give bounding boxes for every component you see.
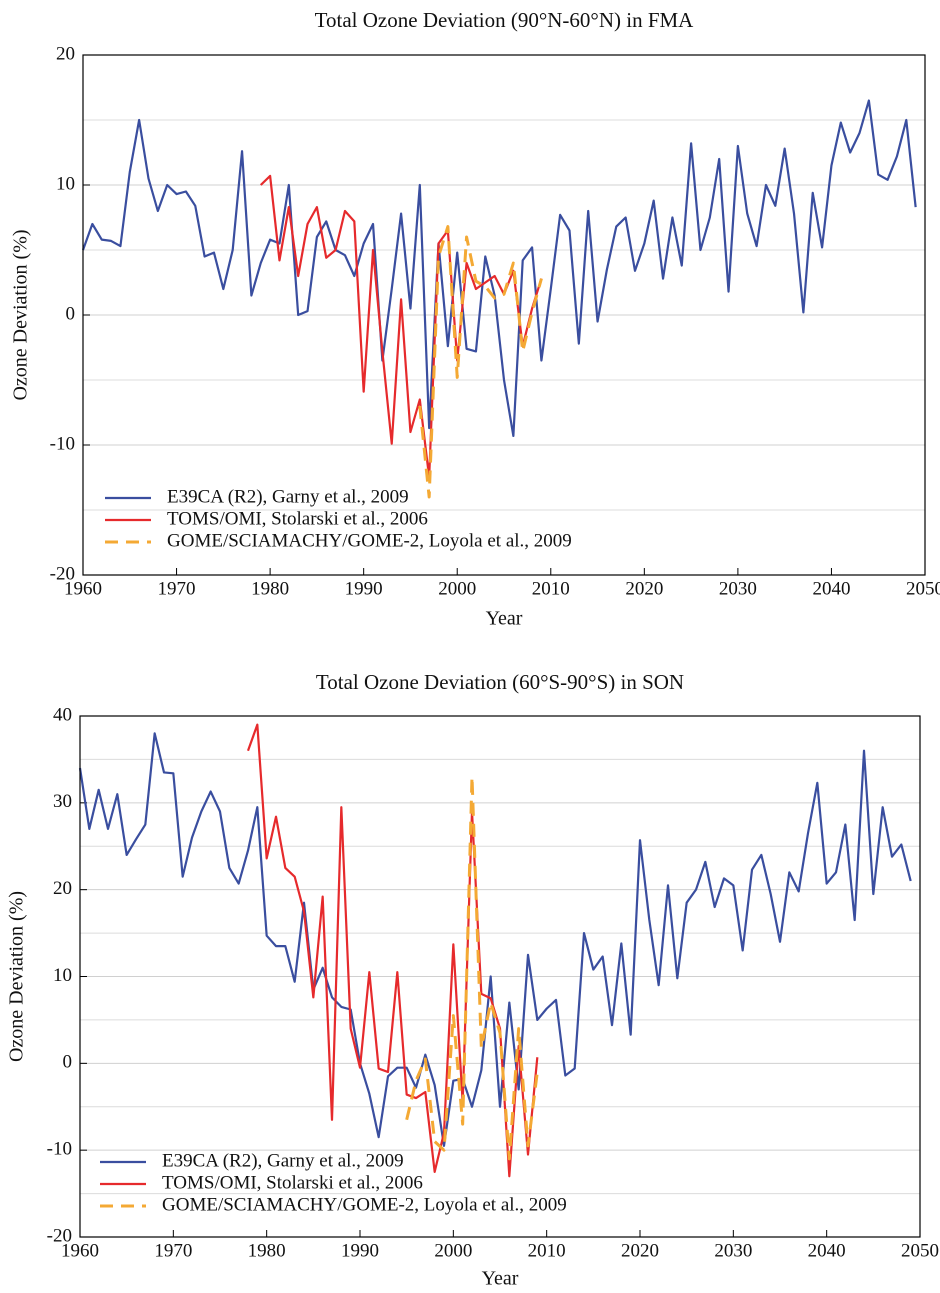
legend-label: TOMS/OMI, Stolarski et al., 2006	[162, 1172, 423, 1193]
x-tick-label: 2030	[719, 578, 757, 599]
x-tick-label: 2020	[621, 1240, 659, 1261]
y-tick-label: 20	[56, 43, 75, 64]
x-tick-label: 2030	[714, 1240, 752, 1261]
x-tick-label: 1990	[345, 578, 383, 599]
x-tick-label: 1980	[248, 1240, 286, 1261]
x-tick-label: 2040	[808, 1240, 846, 1261]
x-tick-label: 2000	[438, 578, 476, 599]
x-tick-label: 2050	[906, 578, 940, 599]
y-tick-label: 0	[66, 303, 76, 324]
y-axis-label: Ozone Deviation (%)	[10, 229, 32, 400]
y-tick-label: 10	[53, 965, 72, 986]
x-tick-label: 1970	[154, 1240, 192, 1261]
chart-title: Total Ozone Deviation (60°S-90°S) in SON	[316, 670, 684, 694]
x-tick-label: 2010	[532, 578, 570, 599]
series-line	[78, 732, 912, 1147]
y-tick-label: -10	[47, 1139, 72, 1160]
chart-title: Total Ozone Deviation (90°N-60°N) in FMA	[315, 8, 695, 32]
x-tick-label: 1960	[64, 578, 102, 599]
series-line	[81, 99, 917, 437]
plot-frame	[82, 54, 926, 576]
x-tick-label: 1960	[61, 1240, 99, 1261]
x-tick-label: 2040	[812, 578, 850, 599]
x-tick-label: 1990	[341, 1240, 379, 1261]
y-tick-label: 40	[53, 704, 72, 725]
x-tick-label: 2020	[625, 578, 663, 599]
y-tick-label: -20	[47, 1225, 72, 1246]
legend-label: GOME/SCIAMACHY/GOME-2, Loyola et al., 20…	[167, 530, 572, 551]
y-tick-label: 0	[63, 1052, 73, 1073]
y-tick-label: 20	[53, 878, 72, 899]
series-line	[418, 225, 543, 499]
series-line	[246, 723, 539, 1178]
x-tick-label: 2010	[528, 1240, 566, 1261]
legend-label: TOMS/OMI, Stolarski et al., 2006	[167, 508, 428, 529]
legend-label: GOME/SCIAMACHY/GOME-2, Loyola et al., 20…	[162, 1194, 567, 1215]
series-line	[405, 775, 539, 1161]
x-tick-label: 2050	[901, 1240, 939, 1261]
series-line	[259, 174, 543, 479]
y-tick-label: 30	[53, 791, 72, 812]
x-tick-label: 1970	[158, 578, 196, 599]
legend-label: E39CA (R2), Garny et al., 2009	[167, 486, 409, 507]
x-tick-label: 1980	[251, 578, 289, 599]
x-axis-label: Year	[482, 1268, 519, 1290]
y-tick-label: -20	[50, 563, 75, 584]
x-tick-label: 2000	[434, 1240, 472, 1261]
legend-label: E39CA (R2), Garny et al., 2009	[162, 1150, 404, 1171]
plot-frame	[79, 715, 921, 1238]
y-tick-label: -10	[50, 433, 75, 454]
x-axis-label: Year	[486, 608, 523, 630]
y-axis-label: Ozone Deviation (%)	[6, 891, 28, 1062]
y-tick-label: 10	[56, 173, 75, 194]
